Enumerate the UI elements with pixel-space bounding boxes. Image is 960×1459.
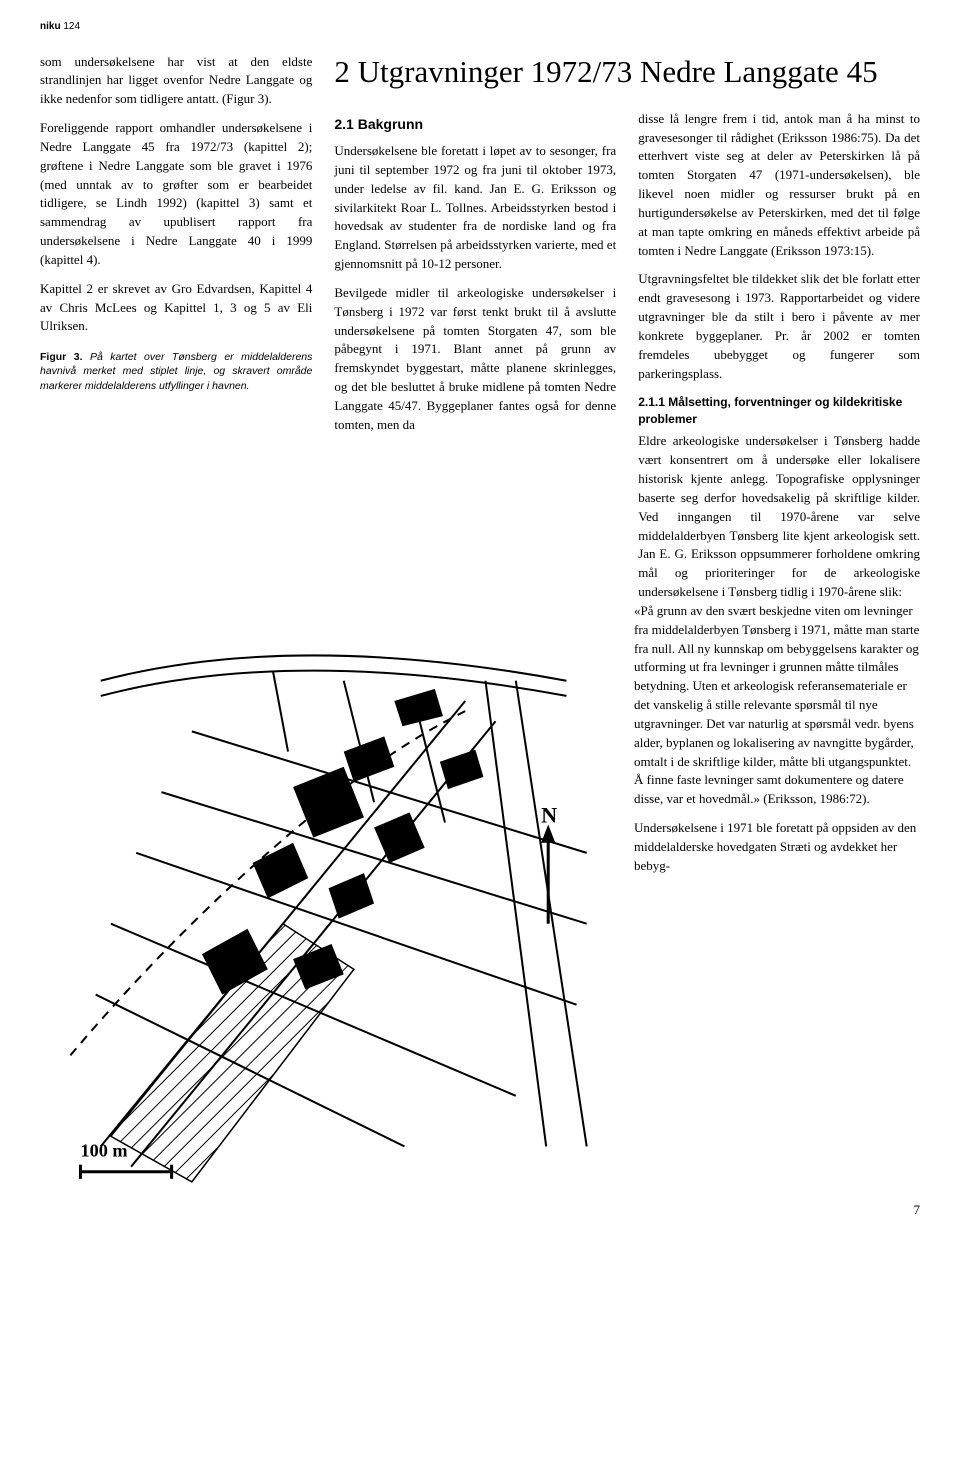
figure-3-caption: Figur 3. På kartet over Tønsberg er midd…	[40, 350, 312, 393]
col2-p2: Bevilgede midler til arkeologiske unders…	[334, 284, 616, 435]
lower-page-row: N 100 m «På grunn av den svært beskjedne…	[40, 602, 920, 1187]
header-lab: niku	[40, 21, 61, 32]
col2-p1: Undersøkelsene ble foretatt i løpet av t…	[334, 142, 616, 274]
figure-3-map: N 100 m	[40, 620, 612, 1187]
section-2-1-heading: 2.1 Bakgrunn	[334, 114, 616, 134]
map-svg: N 100 m	[40, 620, 612, 1187]
column-2: 2 Utgravninger 1972/73 Nedre Langgate 45…	[334, 53, 920, 602]
col3-p4: «På grunn av den svært beskjedne viten o…	[634, 602, 920, 809]
col1-p2: Foreliggende rapport omhandler undersøke…	[40, 119, 312, 270]
col1-p3: Kapittel 2 er skrevet av Gro Edvardsen, …	[40, 280, 312, 337]
column-1: som undersøkelsene har vist at den eldst…	[40, 53, 312, 602]
col3-p3: Eldre arkeologiske undersøkelser i Tønsb…	[638, 432, 920, 602]
header-num: 124	[63, 21, 80, 32]
svg-text:N: N	[541, 802, 557, 827]
text-columns: som undersøkelsene har vist at den eldst…	[40, 53, 920, 602]
svg-text:100 m: 100 m	[80, 1140, 127, 1160]
page-number: 7	[40, 1201, 920, 1220]
column-3-continued: «På grunn av den svært beskjedne viten o…	[634, 602, 920, 876]
section-2-1-1-heading: 2.1.1 Målsetting, forventninger og kilde…	[638, 394, 920, 429]
chapter-title: 2 Utgravninger 1972/73 Nedre Langgate 45	[334, 53, 920, 90]
col1-p1: som undersøkelsene har vist at den eldst…	[40, 53, 312, 110]
col3-p2: Utgravningsfeltet ble tildekket slik det…	[638, 270, 920, 383]
figure-3-caption-lead: Figur 3.	[40, 351, 82, 363]
col3-p1: disse lå lengre frem i tid, antok man å …	[638, 110, 920, 261]
running-header: niku 124	[40, 20, 920, 35]
col3-p5: Undersøkelsene i 1971 ble foretatt på op…	[634, 819, 920, 876]
